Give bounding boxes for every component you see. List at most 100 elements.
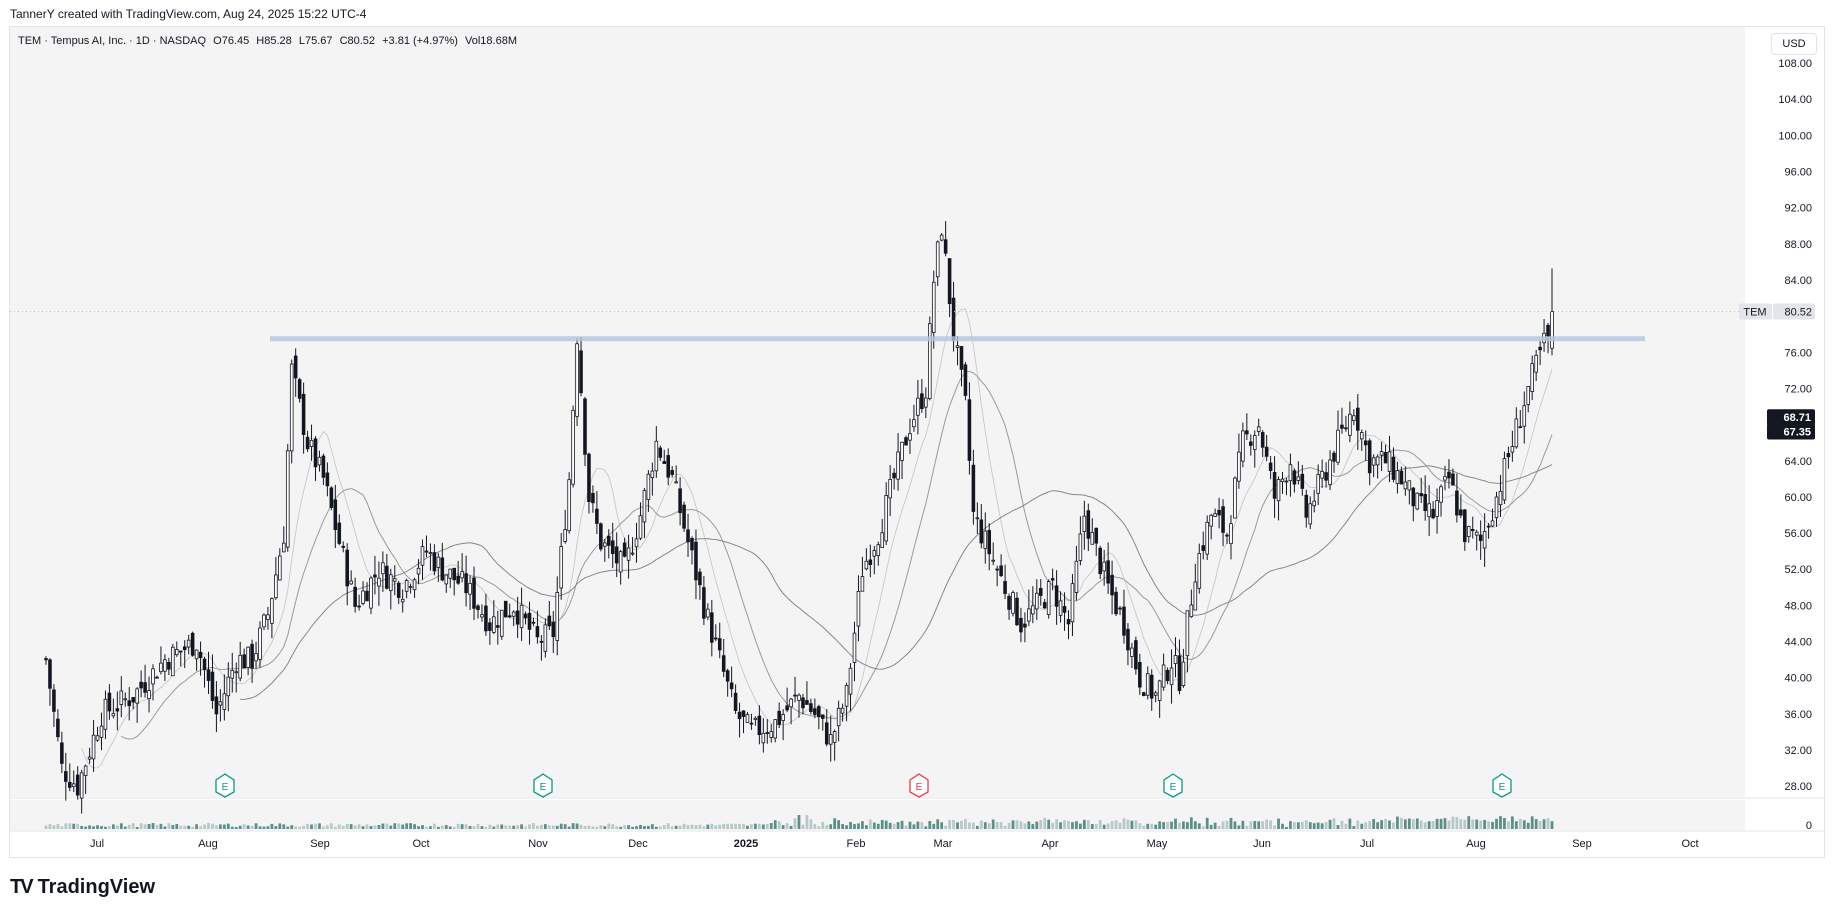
ma-tag-box — [1767, 423, 1815, 440]
volume-bar — [595, 826, 599, 829]
volume-bar — [710, 823, 714, 829]
currency-button[interactable]: USD — [1771, 33, 1817, 55]
candle-body — [1502, 458, 1507, 501]
candle-body — [1431, 508, 1435, 519]
volume-bar — [797, 815, 801, 829]
candle-body — [797, 694, 801, 701]
volume-bar — [924, 826, 928, 829]
chart-frame[interactable] — [9, 26, 1825, 858]
candle-body — [488, 622, 492, 631]
volume-bar — [888, 822, 892, 829]
volume-bar — [1098, 819, 1102, 829]
volume-bar — [674, 825, 678, 829]
volume-bar — [96, 825, 99, 829]
candle-body — [1300, 473, 1305, 489]
volume-bar — [1332, 818, 1336, 829]
candle-body — [448, 568, 453, 579]
volume-bar — [1142, 825, 1146, 829]
volume-bar — [698, 824, 702, 829]
volume-bar — [329, 823, 333, 829]
candle-body — [79, 772, 84, 799]
candle-body — [979, 519, 984, 544]
price-axis-label: 72.00 — [1784, 383, 1812, 395]
volume-bar — [480, 826, 484, 829]
candle-body — [678, 488, 682, 514]
candle-body — [147, 690, 151, 700]
volume-bar — [278, 823, 282, 829]
candle-body — [927, 323, 932, 400]
candle-body — [931, 281, 936, 333]
candle-body — [1538, 346, 1542, 351]
volume-bar — [1435, 818, 1439, 829]
candle-body — [848, 667, 853, 695]
volume-bar — [381, 823, 385, 829]
volume-bar — [1166, 822, 1169, 829]
volume-bar — [829, 824, 833, 829]
candle-body — [234, 671, 239, 674]
volume-bar — [1118, 822, 1122, 829]
candle-body — [959, 346, 964, 370]
candle-body — [452, 567, 456, 581]
time-axis-label: Mar — [934, 838, 953, 850]
candle-body — [1189, 604, 1194, 618]
brand-footer[interactable]: TV TradingView — [10, 876, 155, 899]
candle-body — [1316, 474, 1320, 494]
candle-body — [99, 725, 104, 738]
volume-bar — [80, 825, 84, 829]
volume-bar — [686, 825, 690, 829]
volume-bar — [385, 823, 389, 829]
candle-body — [1050, 578, 1055, 581]
candle-body — [1447, 471, 1451, 479]
candle-body — [603, 542, 607, 547]
legend-symbol[interactable]: TEM · Tempus AI, Inc. · 1D · NASDAQ — [18, 35, 207, 47]
volume-bar — [262, 826, 266, 829]
volume-bar — [1059, 822, 1062, 829]
volume-bar — [1003, 825, 1007, 829]
candle-body — [836, 707, 841, 727]
volume-bar — [1538, 821, 1542, 829]
candle-body — [155, 676, 159, 679]
ma-tag-box — [1767, 409, 1815, 426]
candle-body — [282, 542, 286, 553]
candle-body — [254, 653, 258, 662]
candle-body — [159, 662, 163, 673]
volume-bar — [1126, 819, 1130, 829]
candle-body — [1142, 692, 1146, 696]
candle-body — [1332, 452, 1336, 462]
volume-bar — [1336, 824, 1340, 829]
volume-bar — [1114, 820, 1118, 829]
time-axis-label: Oct — [412, 838, 429, 850]
candle-body — [618, 551, 623, 573]
candle-body — [412, 579, 417, 591]
volume-bar — [1249, 821, 1253, 829]
candle-body — [56, 718, 60, 738]
volume-bar — [821, 821, 825, 829]
candle-body — [357, 605, 361, 608]
volume-bar — [104, 826, 107, 829]
volume-bar — [143, 824, 147, 829]
earnings-marker-label: E — [1170, 782, 1177, 793]
candle-body — [1209, 514, 1213, 527]
volume-bar — [1352, 826, 1356, 829]
volume-bar — [1237, 825, 1241, 829]
candle-body — [1003, 581, 1007, 594]
volume-bar — [472, 826, 476, 829]
volume-bar — [1189, 817, 1193, 829]
price-pane — [10, 27, 1745, 797]
candle-body — [1510, 446, 1515, 453]
candle-body — [967, 399, 972, 461]
candle-body — [365, 590, 369, 602]
candle-body — [377, 577, 381, 587]
moving-average-line-10 — [81, 308, 1553, 769]
price-axis-label: 36.00 — [1784, 709, 1812, 721]
volume-bar — [964, 819, 967, 829]
volume-bar — [1047, 819, 1051, 829]
volume-bar — [908, 821, 912, 829]
volume-bar — [1082, 819, 1086, 829]
volume-bar — [1241, 820, 1245, 829]
candle-body — [1256, 426, 1261, 432]
volume-bar — [1221, 821, 1225, 829]
volume-bar — [1507, 821, 1510, 829]
price-axis-label: 60.00 — [1784, 492, 1812, 504]
